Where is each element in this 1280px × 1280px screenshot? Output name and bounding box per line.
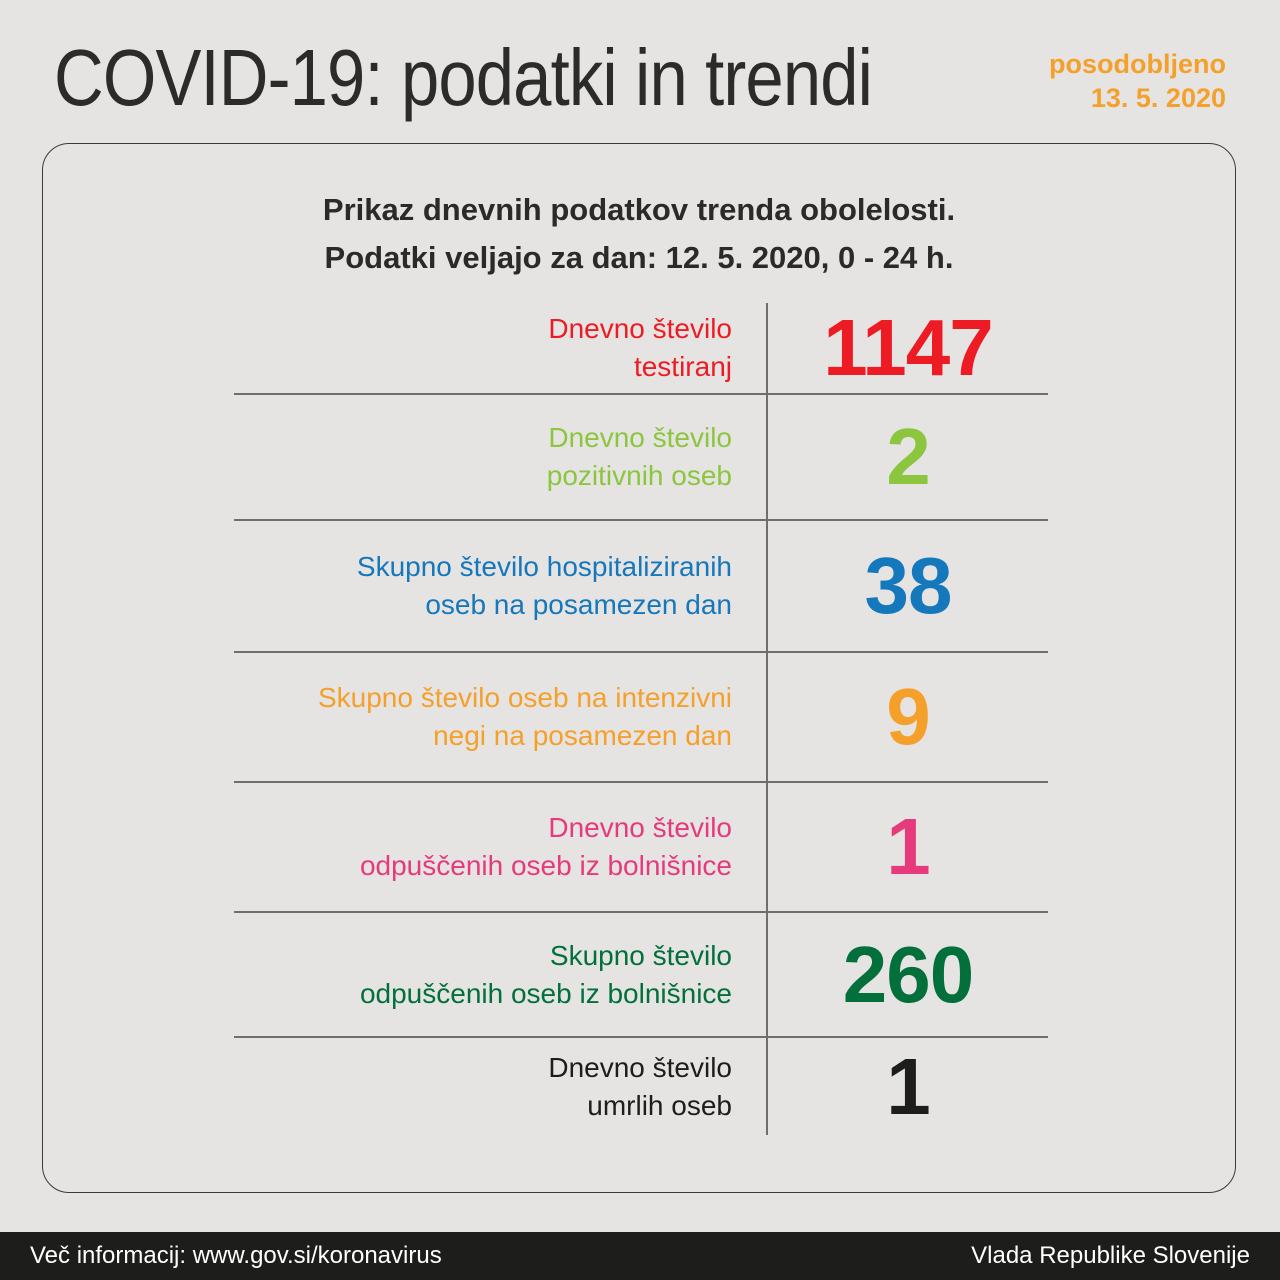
table-row-deaths: Dnevno število umrlih oseb 1 [234,1038,1048,1135]
row-value-tests: 1147 [766,303,1048,393]
row-label-icu: Skupno število oseb na intenzivni negi n… [234,679,766,755]
table-row-discharged-daily: Dnevno število odpuščenih oseb iz bolniš… [234,783,1048,913]
row-label-line1: Skupno število oseb na intenzivni [317,682,732,714]
footer-org-name: Vlada Republike Slovenije [971,1242,1250,1269]
footer-info-link: Več informacij: www.gov.si/koronavirus [30,1242,442,1269]
row-label-line2: oseb na posamezen dan [425,589,732,620]
row-label-line2: testiranj [633,351,732,382]
card-heading-line1: Prikaz dnevnih podatkov trenda obolelost… [322,192,956,227]
row-value-hospitalized: 38 [766,521,1048,651]
card-heading-line2: Podatki veljajo za dan: 12. 5. 2020, 0 -… [324,240,954,276]
updated-label: posodobljeno [1049,49,1226,79]
card-heading: Prikaz dnevnih podatkov trenda obolelost… [43,186,1235,282]
row-label-line2: odpuščenih oseb iz bolnišnice [359,850,732,881]
row-value-positive: 2 [766,395,1048,519]
row-label-line1: Dnevno število [548,422,732,454]
data-card: Prikaz dnevnih podatkov trenda obolelost… [42,143,1236,1193]
updated-date: 13. 5. 2020 [1090,82,1226,113]
row-label-positive: Dnevno število pozitivnih oseb [234,419,766,495]
row-label-tests: Dnevno število testiranj [234,310,766,386]
row-value-discharged-daily: 1 [766,783,1048,911]
row-label-line1: Skupno število hospitaliziranih [356,551,732,583]
row-value-discharged-total: 260 [766,913,1048,1036]
row-label-line1: Dnevno število [548,1051,732,1083]
row-label-discharged-daily: Dnevno število odpuščenih oseb iz bolniš… [234,809,766,885]
row-label-hospitalized: Skupno število hospitaliziranih oseb na … [234,548,766,624]
row-label-line1: Dnevno število [548,812,732,844]
row-label-discharged-total: Skupno število odpuščenih oseb iz bolniš… [234,937,766,1013]
updated-info: posodobljeno 13. 5. 2020 [1049,48,1226,116]
row-value-icu: 9 [766,653,1048,781]
footer-bar: Več informacij: www.gov.si/koronavirus V… [0,1232,1280,1280]
row-label-line2: umrlih oseb [587,1089,732,1121]
row-label-line1: Skupno število [549,939,732,971]
page-title: COVID-19: podatki in trendi [54,33,873,122]
row-label-line2: odpuščenih oseb iz bolnišnice [359,977,732,1009]
row-value-deaths: 1 [766,1038,1048,1135]
stats-table: Dnevno število testiranj 1147 Dnevno šte… [234,303,1048,1135]
table-row-icu: Skupno število oseb na intenzivni negi n… [234,653,1048,783]
table-row-positive: Dnevno število pozitivnih oseb 2 [234,395,1048,521]
table-row-hospitalized: Skupno število hospitaliziranih oseb na … [234,521,1048,653]
row-label-line2: pozitivnih oseb [546,460,732,491]
table-row-discharged-total: Skupno število odpuščenih oseb iz bolniš… [234,913,1048,1038]
table-row-tests: Dnevno število testiranj 1147 [234,303,1048,395]
row-label-deaths: Dnevno število umrlih oseb [234,1049,766,1125]
row-label-line1: Dnevno število [548,313,732,345]
row-label-line2: negi na posamezen dan [433,720,732,751]
